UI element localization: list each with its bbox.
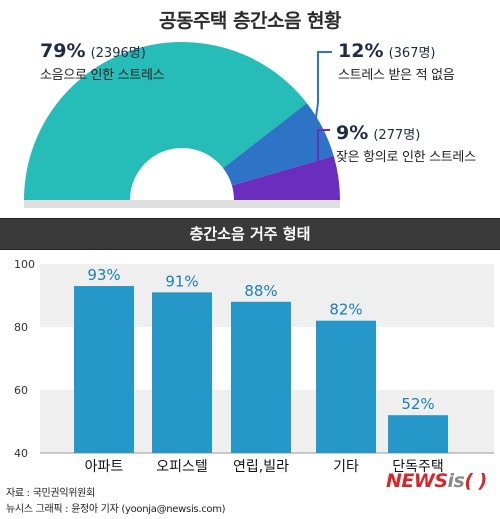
pie-description: 잦은 항의로 인한 스트레스 — [336, 149, 476, 165]
bar-chart: 40 60 80 100 93% 91% 88% 82% 52% 아파트 오피스텔 연립,빌라 기타… — [14, 258, 494, 475]
bar — [152, 292, 212, 453]
logo-news-text: NEWS — [386, 470, 448, 492]
donut-chart — [24, 41, 340, 208]
pie-description: 소음으로 인한 스트레스 — [40, 67, 165, 83]
bar — [74, 286, 134, 453]
donut-segment — [223, 103, 334, 186]
pie-count: (2396명) — [90, 46, 146, 61]
x-tick-label: 오피스텔 — [156, 459, 208, 475]
pie-count: (367명) — [388, 46, 436, 61]
y-tick-label: 80 — [14, 321, 28, 334]
graphic-credit: 뉴시스 그래픽 : 윤정아 기자 (yoonja@newsis.com) — [6, 504, 226, 515]
x-tick-label: 아파트 — [85, 459, 124, 475]
pie-percent: 9% — [336, 122, 369, 144]
donut-base — [24, 200, 340, 208]
bar-value-label: 93% — [87, 266, 120, 284]
donut-segment — [24, 41, 307, 200]
bar — [231, 301, 291, 453]
x-tick-label: 연립,빌라 — [233, 459, 289, 475]
x-tick-label: 기타 — [333, 459, 359, 475]
logo-is-text: is — [447, 470, 465, 492]
bar-value-label: 91% — [165, 272, 198, 290]
x-tick-label: 단독주택 — [392, 459, 444, 475]
section-header-bar: 층간소음 거주 형태 — [0, 218, 500, 250]
y-tick-label: 40 — [14, 447, 28, 460]
bar-value-label: 88% — [244, 282, 277, 300]
pie-label-no-stress: 12% (367명) 스트레스 받은 적 없음 — [338, 40, 455, 84]
pie-label-stress: 79% (2396명) 소음으로 인한 스트레스 — [40, 40, 165, 84]
bar — [316, 320, 376, 453]
y-tick-label: 100 — [14, 258, 35, 271]
newsis-logo: NEWSis( ) — [386, 470, 487, 492]
source-credit: 자료 : 국민권익위원회 — [6, 488, 95, 499]
pie-description: 스트레스 받은 적 없음 — [338, 67, 455, 83]
pie-percent: 12% — [338, 40, 384, 62]
pie-label-complaint-stress: 9% (277명) 잦은 항의로 인한 스트레스 — [336, 122, 476, 166]
bar-value-label: 52% — [401, 395, 434, 413]
pie-percent: 79% — [40, 40, 86, 62]
bar — [388, 415, 448, 453]
pie-count: (277명) — [373, 128, 421, 143]
leader-line — [317, 129, 330, 185]
y-tick-label: 60 — [14, 384, 28, 397]
logo-paren-text: ( ) — [464, 470, 487, 492]
bar-value-label: 82% — [329, 301, 362, 319]
section-title: 층간소음 거주 형태 — [189, 225, 311, 243]
leader-line — [312, 51, 332, 133]
donut-segment — [231, 155, 340, 200]
chart-title: 공동주택 층간소음 현황 — [158, 10, 342, 32]
